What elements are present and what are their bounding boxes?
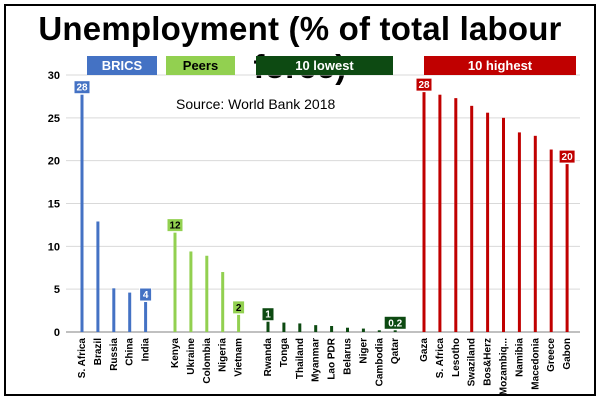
data-label: 2 — [236, 303, 242, 314]
chart-frame — [4, 4, 596, 396]
x-tick-label: Ukraine — [186, 338, 197, 375]
data-label-box — [73, 80, 91, 95]
y-tick-label: 15 — [48, 199, 60, 211]
data-label: 4 — [143, 290, 149, 301]
bar — [144, 302, 148, 332]
x-tick-label: Belarus — [343, 338, 354, 375]
y-tick-label: 25 — [48, 113, 60, 125]
x-tick-label: Rwanda — [263, 338, 274, 377]
x-tick-label: Bos&Herz — [483, 338, 494, 386]
bar — [565, 164, 569, 332]
x-tick-label: Namibia — [514, 338, 525, 377]
y-tick-label: 0 — [54, 327, 60, 339]
x-tick-label: Kenya — [170, 338, 181, 368]
x-tick-label: Niger — [358, 338, 369, 364]
x-tick-label: Greece — [546, 338, 557, 372]
x-tick-label: Lesotho — [451, 338, 462, 377]
bar — [502, 117, 505, 332]
bar — [361, 328, 365, 332]
bar — [221, 272, 225, 332]
data-label: 12 — [169, 221, 181, 232]
x-tick-label: Cambodia — [374, 338, 385, 387]
source-note: Source: World Bank 2018 — [176, 96, 336, 112]
data-label: 28 — [76, 83, 88, 94]
bar — [377, 330, 381, 332]
x-tick-label: Thailand — [295, 338, 306, 379]
x-tick-label: Russia — [109, 338, 120, 371]
bar — [549, 149, 553, 332]
bar — [80, 94, 84, 332]
x-tick-label: Vietnam — [234, 338, 245, 377]
bar — [517, 132, 521, 332]
x-tick-label: Macedonia — [530, 338, 541, 390]
bar — [533, 135, 537, 332]
legend-label: 10 highest — [468, 58, 533, 73]
bar — [189, 251, 193, 332]
bar — [393, 330, 397, 332]
bar — [96, 221, 100, 332]
x-tick-label: Qatar — [390, 338, 401, 364]
x-tick-label: Tonga — [279, 338, 290, 368]
bar — [486, 112, 490, 333]
data-label-box — [139, 287, 153, 302]
y-tick-label: 20 — [48, 156, 60, 168]
bar — [298, 323, 302, 332]
bar — [128, 292, 132, 332]
data-label-box — [383, 315, 407, 330]
legend-box — [87, 56, 157, 75]
data-label-box — [232, 300, 246, 315]
bar — [112, 288, 116, 332]
bar — [438, 94, 442, 332]
y-tick-label: 5 — [54, 284, 60, 296]
x-tick-label: Lao PDR — [327, 337, 338, 379]
x-tick-label: Colombia — [202, 338, 213, 384]
chart-title: Unemployment (% of total labour force) — [38, 10, 562, 85]
data-label-box — [558, 149, 576, 164]
bar — [266, 321, 270, 332]
x-tick-label: Nigeria — [218, 338, 229, 372]
x-tick-label: India — [141, 338, 152, 362]
x-tick-label: S. Africa — [435, 338, 446, 379]
bar — [470, 105, 474, 332]
bar — [330, 326, 334, 332]
x-tick-label: Mozambiq... — [499, 338, 510, 395]
bar — [346, 327, 349, 332]
bar — [237, 314, 241, 332]
x-tick-label: Myanmar — [311, 338, 322, 382]
bar — [454, 98, 458, 332]
bar — [422, 92, 426, 332]
x-tick-label: Brazil — [93, 338, 104, 365]
legend-box — [166, 56, 235, 75]
bar — [314, 325, 318, 332]
legend-label: BRICS — [102, 58, 143, 73]
legend-label: 10 lowest — [295, 58, 354, 73]
x-tick-label: S. Africa — [77, 338, 88, 379]
x-tick-label: Swaziland — [467, 338, 478, 386]
bar — [282, 322, 286, 332]
x-tick-label: Gaza — [419, 338, 430, 362]
bar — [173, 232, 177, 332]
x-tick-label: China — [125, 338, 136, 366]
data-label-box — [415, 77, 433, 92]
data-label: 1 — [265, 310, 271, 321]
data-label: 28 — [418, 80, 430, 91]
legend-box — [424, 56, 576, 75]
data-label-box — [166, 218, 184, 233]
y-tick-label: 30 — [48, 70, 60, 82]
y-tick-label: 10 — [48, 241, 60, 253]
data-label: 0.2 — [388, 318, 402, 329]
x-tick-label: Gabon — [562, 338, 573, 370]
legend-box — [256, 56, 393, 75]
data-label-box — [261, 307, 275, 322]
legend-label: Peers — [183, 58, 218, 73]
bar — [205, 255, 209, 332]
data-label: 20 — [562, 152, 574, 163]
